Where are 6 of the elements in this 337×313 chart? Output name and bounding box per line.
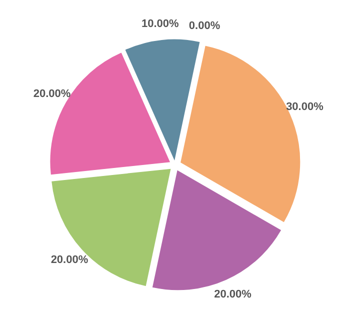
data-label: 20.00% — [33, 88, 71, 100]
data-label: 20.00% — [50, 254, 88, 266]
data-label: 20.00% — [214, 288, 252, 301]
text: 0.00% — [188, 20, 220, 32]
data-label: 30.00% — [286, 101, 324, 114]
data-label: 10.00% — [142, 18, 180, 30]
